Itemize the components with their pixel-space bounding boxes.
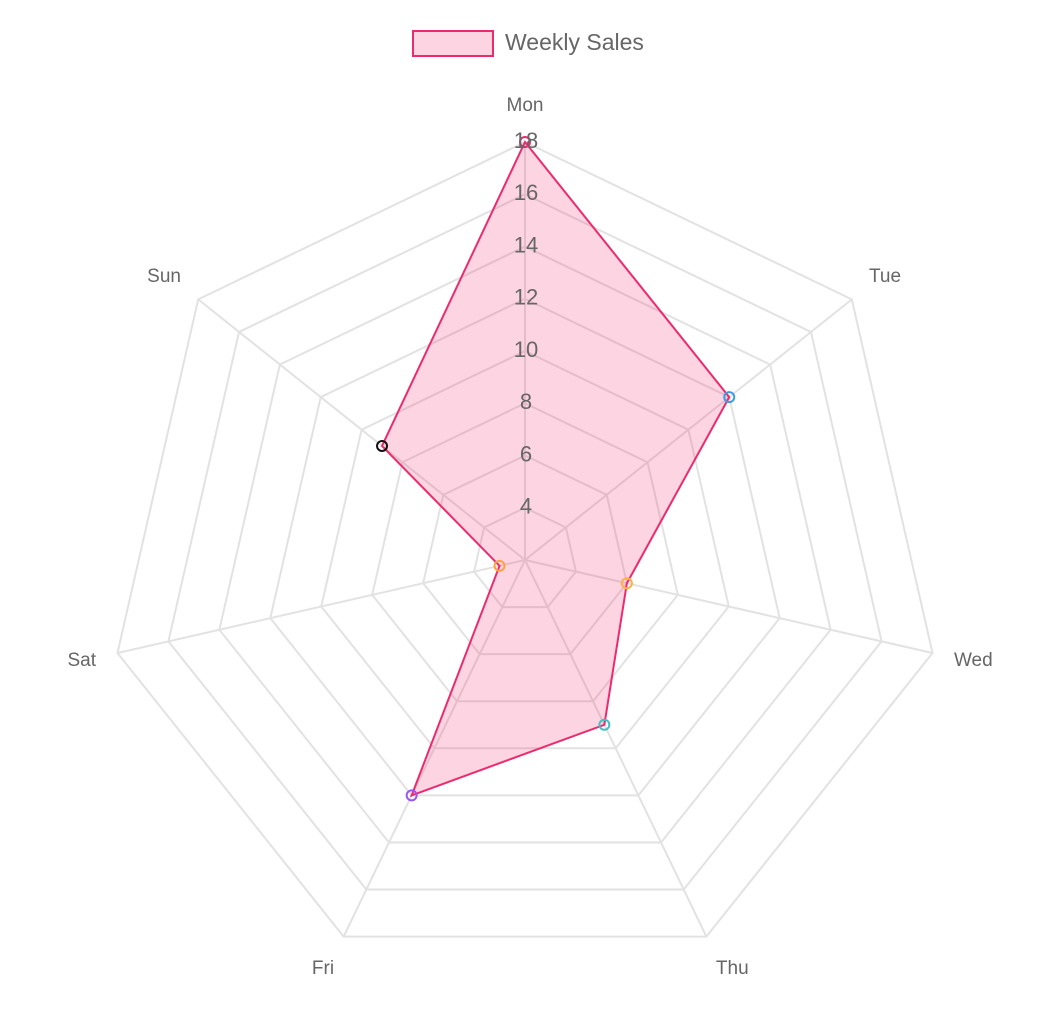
- data-point: [405, 789, 418, 802]
- data-point: [620, 577, 633, 590]
- spoke: [524, 559, 708, 938]
- data-point: [493, 559, 506, 572]
- legend-swatch: [412, 30, 494, 57]
- series-area: [380, 140, 731, 798]
- category-label: Tue: [869, 266, 901, 287]
- data-point: [723, 391, 736, 404]
- tick-label: 6: [520, 441, 532, 466]
- category-label: Sun: [147, 266, 181, 287]
- grid-ring: [116, 140, 934, 938]
- data-point: [376, 439, 389, 452]
- category-label: Sat: [68, 650, 97, 671]
- legend-label: Weekly Sales: [505, 29, 644, 55]
- grid-ring: [167, 193, 883, 891]
- grid-ring: [472, 506, 578, 609]
- spoke: [197, 298, 526, 561]
- category-label: Mon: [507, 95, 544, 116]
- grid-ring: [371, 402, 679, 703]
- tick-label: 10: [514, 337, 538, 362]
- spoke: [117, 559, 526, 654]
- spoke: [524, 559, 933, 654]
- grid-ring: [218, 245, 832, 844]
- grid-ring: [422, 454, 628, 656]
- spoke: [342, 559, 526, 938]
- grid-ring: [269, 297, 781, 797]
- tick-label: 16: [514, 180, 538, 205]
- category-label: Wed: [954, 650, 993, 671]
- data-point: [519, 136, 531, 148]
- tick-label: 18: [514, 128, 538, 153]
- category-label: Thu: [716, 958, 749, 979]
- data-point: [598, 718, 611, 731]
- category-label: Fri: [312, 958, 334, 979]
- tick-label: 12: [514, 285, 538, 310]
- spoke: [524, 298, 853, 561]
- tick-label: 8: [520, 389, 532, 414]
- tick-label: 14: [514, 232, 538, 257]
- tick-label: 4: [520, 494, 532, 519]
